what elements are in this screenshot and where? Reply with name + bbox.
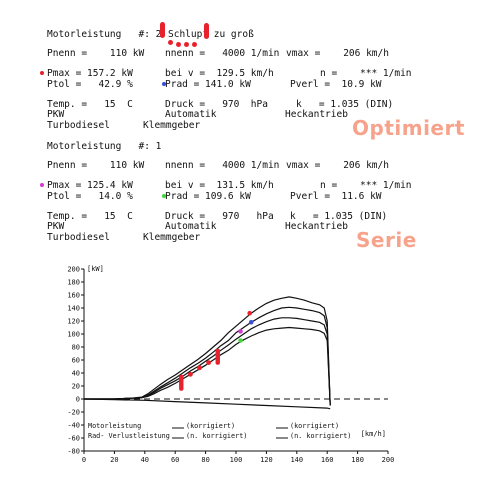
magenta-dot-marker [40, 183, 44, 187]
x-tick-label: 140 [290, 456, 303, 464]
block2-k: k = 1.035 (DIN) [290, 211, 388, 222]
red-dot-marker [192, 42, 197, 47]
x-tick-label: 160 [321, 456, 334, 464]
block1-pverl: Pverl = 10.9 kW [290, 79, 382, 90]
y-tick-label: 80 [72, 344, 80, 352]
y-tick-label: -40 [67, 422, 80, 430]
y-tick-label: 160 [67, 292, 80, 300]
block1-vmax: vmax = 206 km/h [286, 48, 389, 59]
block1-title: Motorleistung #: 2 [47, 29, 162, 40]
block1-pkw: PKW [47, 109, 65, 120]
block1-ptol: Ptol = 42.9 % [47, 79, 133, 90]
block2-temp: Temp. = 15 C [47, 211, 133, 222]
y-tick-label: 40 [72, 370, 80, 378]
series-line-5 [83, 398, 331, 410]
red-dot-marker [184, 42, 189, 47]
block2-title: Motorleistung #: 1 [47, 141, 162, 152]
block1-note: Schlupf zu groß [168, 29, 254, 40]
block2-klemmgeber: Klemmgeber [143, 232, 201, 243]
y-tick-label: 0 [76, 396, 80, 404]
y-tick-label: -80 [67, 448, 80, 456]
series-line-1 [84, 296, 331, 406]
x-tick-label: 20 [110, 456, 118, 464]
green-dot-marker [162, 194, 166, 198]
x-tick-label: 120 [260, 456, 273, 464]
x-tick-label: 180 [351, 456, 364, 464]
y-tick-label: 140 [67, 305, 80, 313]
block2-pmax: Pmax = 125.4 kW [47, 180, 133, 191]
block1-turbodiesel: Turbodiesel [47, 120, 110, 131]
red-annotation-bar [215, 348, 220, 365]
x-tick-label: 40 [141, 456, 149, 464]
block1-pmax: Pmax = 157.2 kW [47, 68, 133, 79]
series-line-4 [84, 326, 331, 406]
block2-heckantrieb: Heckantrieb [285, 221, 348, 232]
blue-marker [248, 320, 254, 325]
x-axis-label: [km/h] [361, 430, 386, 438]
power-chart: -80-60-40-20020406080100120140160180200[… [67, 265, 395, 464]
block2-prad: Prad = 109.6 kW [165, 191, 251, 202]
block1-druck: Druck = 970 hPa [165, 99, 268, 110]
block1-k: k = 1.035 (DIN) [296, 99, 394, 110]
red-annotation-dot [197, 365, 202, 371]
legend-label-rad-verlust: Rad- Verlustleistung [88, 432, 170, 440]
block1-nnenn: nnenn = 4000 1/min [165, 48, 280, 59]
block1-bei-v: bei v = 129.5 km/h [165, 68, 274, 79]
block2-automatik: Automatik [165, 221, 217, 232]
legend-label-n-korrigiert: (n. korrigiert) [290, 432, 351, 440]
block2-pnenn: Pnenn = 110 kW [47, 160, 145, 171]
x-tick-label: 200 [382, 456, 395, 464]
magenta-marker [238, 329, 243, 334]
block1-heckantrieb: Heckantrieb [285, 109, 348, 120]
x-tick-label: 60 [171, 456, 179, 464]
block1-n: n = *** 1/min [320, 68, 412, 79]
legend-label-motorleistung: Motorleistung [88, 422, 141, 430]
y-tick-label: 200 [67, 266, 80, 274]
x-tick-label: 100 [230, 456, 243, 464]
y-axis-label: [kW] [87, 265, 104, 273]
y-tick-label: 120 [67, 318, 80, 326]
series-line-2 [84, 306, 331, 406]
block1-temp: Temp. = 15 C [47, 99, 133, 110]
y-tick-label: 100 [67, 331, 80, 339]
blue-dot-marker [162, 82, 166, 86]
x-tick-label: 80 [201, 456, 209, 464]
green-marker [238, 338, 243, 343]
block2-turbodiesel: Turbodiesel [47, 232, 110, 243]
annotation-serie: Serie [356, 228, 417, 252]
annotation-optimiert: Optimiert [352, 116, 465, 140]
y-tick-label: 180 [67, 279, 80, 287]
block1-klemmgeber: Klemmgeber [143, 120, 201, 131]
y-tick-label: -20 [67, 409, 80, 417]
legend-label-korrigiert: (korrigiert) [186, 422, 235, 430]
red-marker [247, 310, 252, 316]
block2-pkw: PKW [47, 221, 65, 232]
legend-label-n-korrigiert: (n. korrigiert) [186, 432, 247, 440]
block2-pverl: Pverl = 11.6 kW [290, 191, 382, 202]
red-dot-marker [168, 40, 173, 45]
red-marker-bar [160, 22, 165, 38]
red-annotation-bar [179, 374, 184, 391]
legend-label-korrigiert: (korrigiert) [290, 422, 339, 430]
y-tick-label: 20 [72, 383, 80, 391]
block1-automatik: Automatik [165, 109, 217, 120]
red-marker-bar [204, 23, 209, 39]
block2-druck: Druck = 970 hPa [165, 211, 274, 222]
block2-vmax: vmax = 206 km/h [286, 160, 389, 171]
y-tick-label: -60 [67, 435, 80, 443]
series-line-3 [84, 317, 331, 406]
red-dot-marker [176, 42, 181, 47]
red-annotation-dot [206, 360, 212, 365]
y-tick-label: 60 [72, 357, 80, 365]
block2-bei-v: bei v = 131.5 km/h [165, 180, 274, 191]
block2-n: n = *** 1/min [320, 180, 412, 191]
block2-nnenn: nnenn = 4000 1/min [165, 160, 280, 171]
red-dot-marker [40, 71, 44, 75]
red-annotation-dot [188, 371, 193, 377]
block2-ptol: Ptol = 14.0 % [47, 191, 133, 202]
block1-prad: Prad = 141.0 kW [165, 79, 251, 90]
x-tick-label: 0 [82, 456, 86, 464]
block1-pnenn: Pnenn = 110 kW [47, 48, 145, 59]
